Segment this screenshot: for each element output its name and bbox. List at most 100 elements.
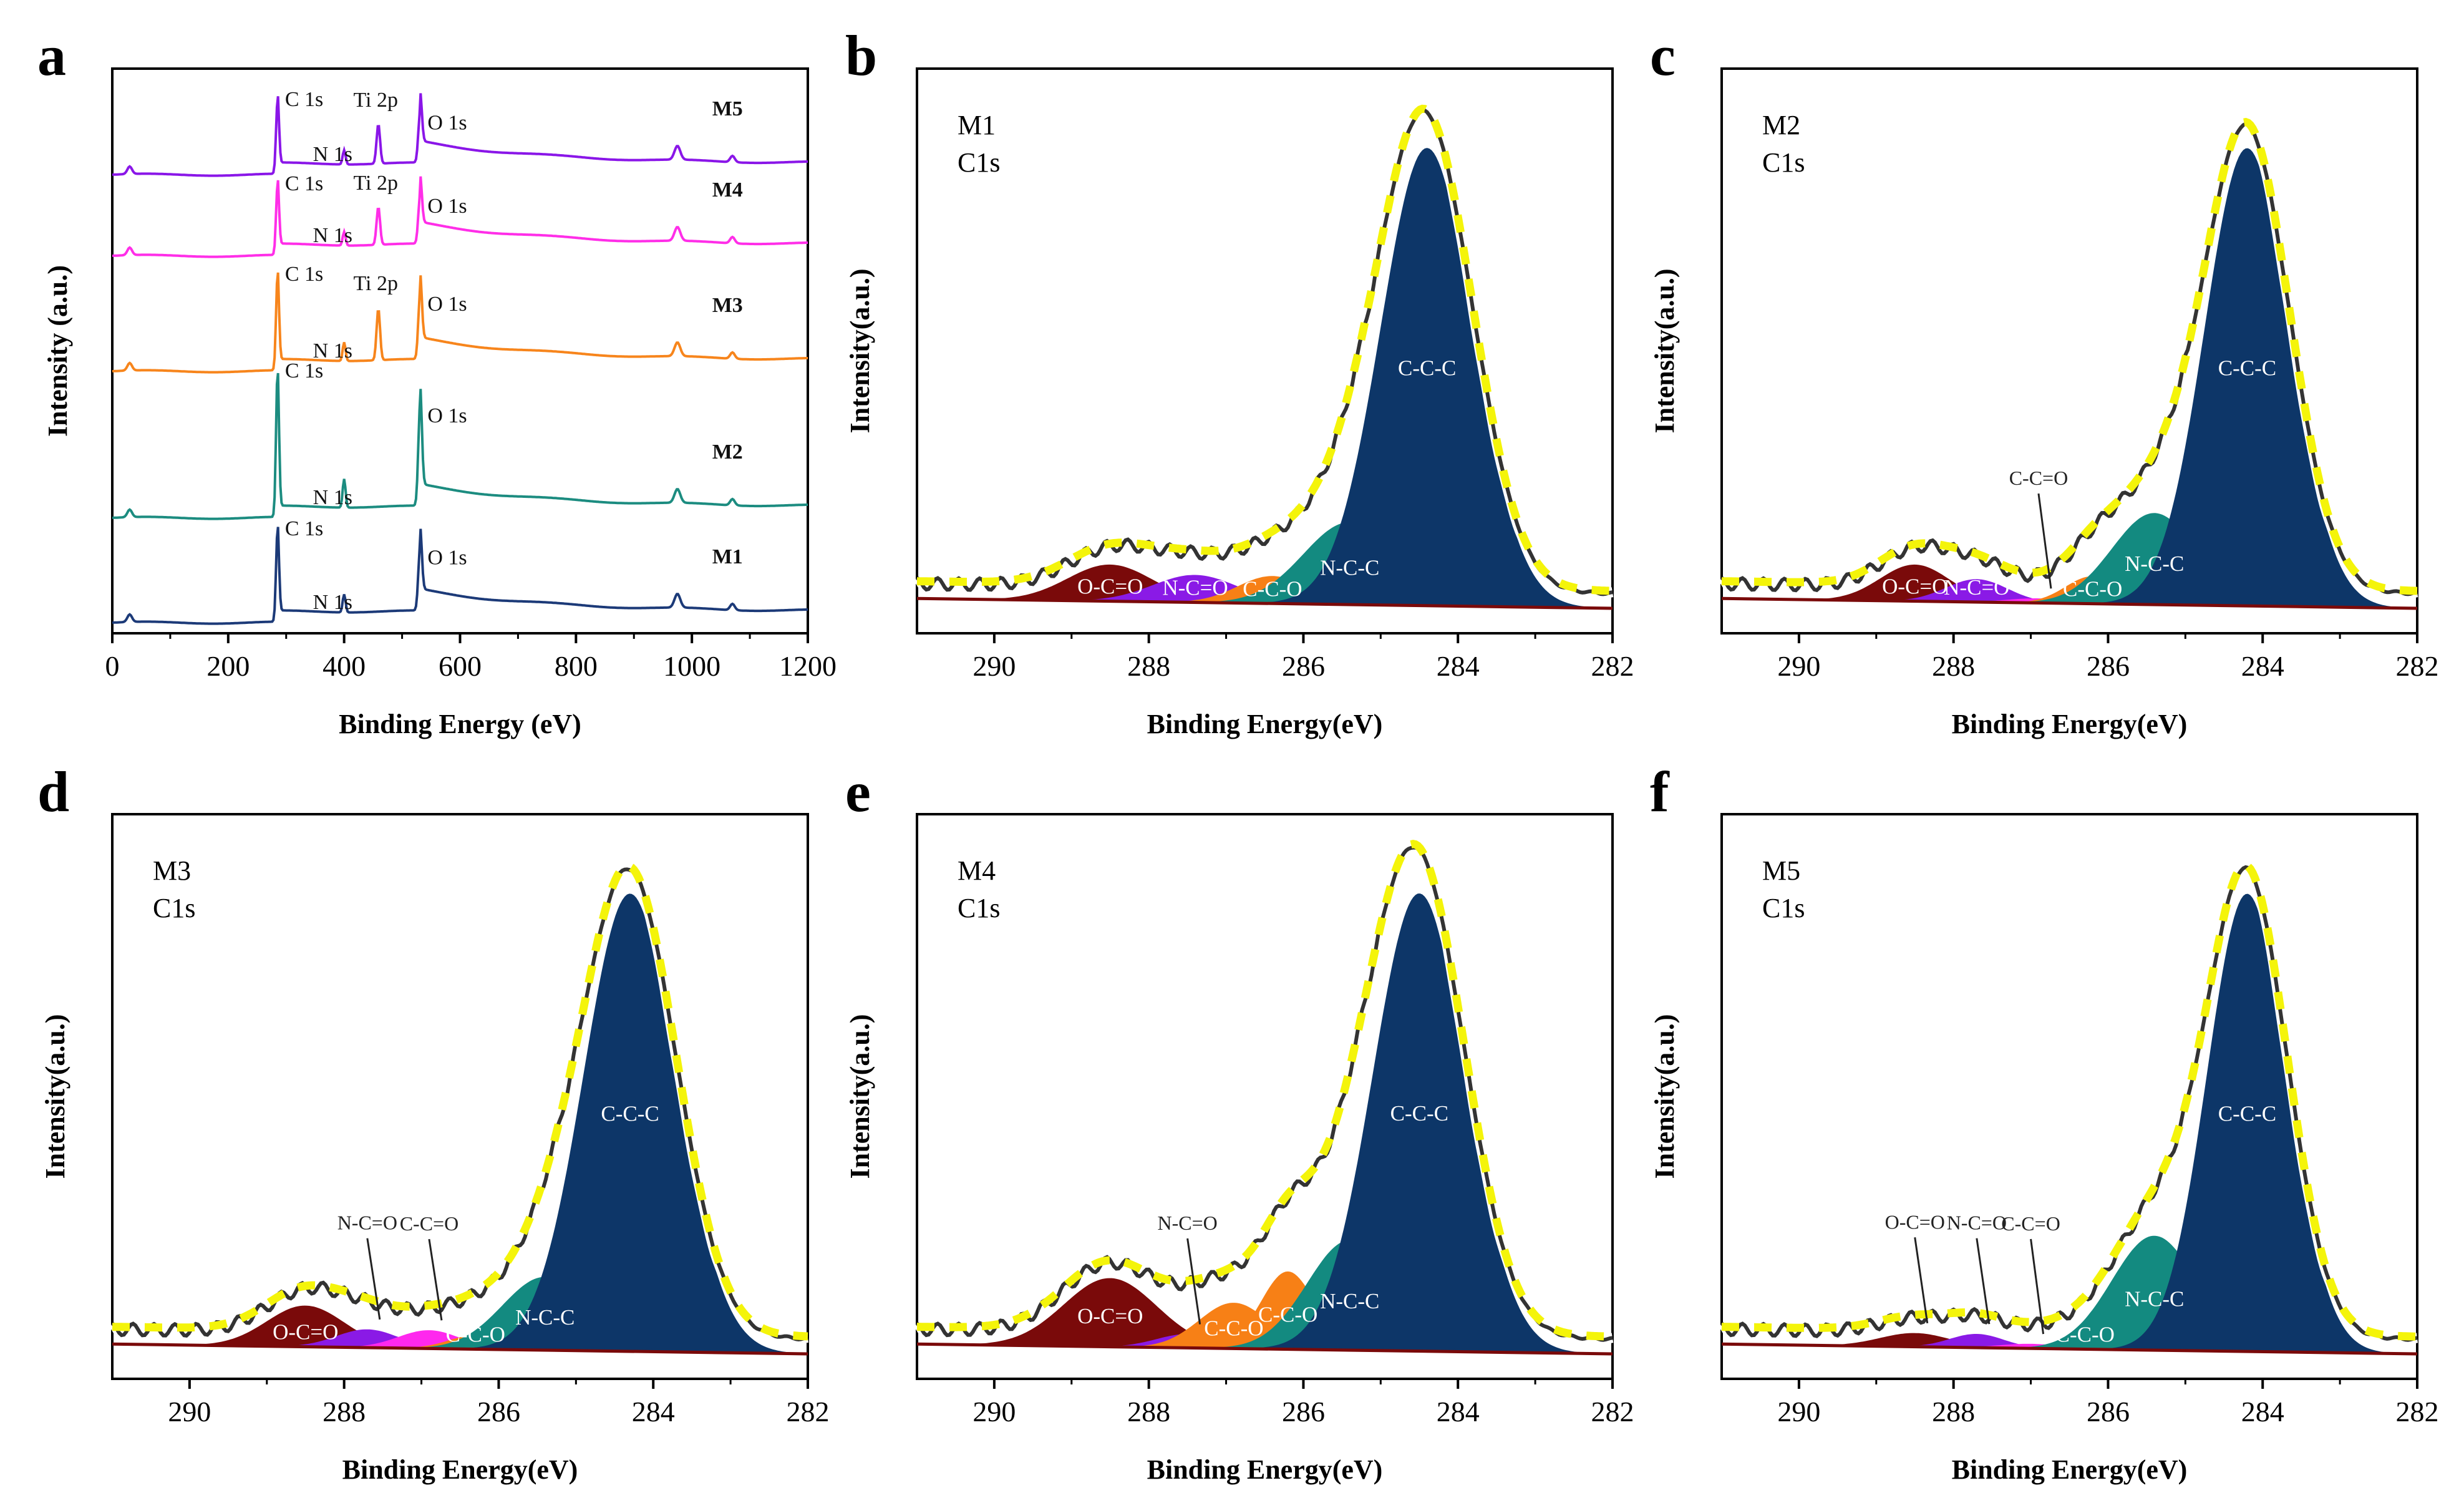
plot-frame xyxy=(916,813,1614,1380)
callout-line xyxy=(1914,1237,1929,1324)
peak-label-c-1s: C 1s xyxy=(285,263,323,286)
x-tick-label: 286 xyxy=(2087,650,2130,682)
peak-label-n-1s: N 1s xyxy=(313,339,352,362)
component-o-c=o xyxy=(1722,1333,2417,1354)
callout-line xyxy=(2030,1238,2045,1335)
component-label-c-c-c: C-C-C xyxy=(1390,1101,1448,1126)
raw-envelope xyxy=(1720,122,2418,596)
sample-label-M3: M3 xyxy=(712,294,743,317)
component-label-n-c-c: N-C-C xyxy=(1320,1289,1379,1313)
peak-label-o-1s: O 1s xyxy=(427,293,467,316)
panel-b: b O-C=O N-C=O C-C-O N-C-C C-C-C M1 C1s 290 288 286… xyxy=(845,24,1634,739)
x-tick-label: 286 xyxy=(1282,1396,1325,1427)
plot-frame xyxy=(916,67,1614,635)
x-tick-label: 288 xyxy=(323,1396,366,1427)
x-axis-title: Binding Energy(eV) xyxy=(1952,1454,2188,1485)
panel-f: f C-C-O N-C-C C-C-C O-C=O N-C=OC-C=O M5 C1s 290 2… xyxy=(1649,760,2439,1485)
y-axis-title: Intensity(a.u.) xyxy=(1649,268,1680,433)
x-tick-label: 400 xyxy=(323,650,366,682)
component-label-o-c=o: O-C=O xyxy=(1077,1304,1143,1328)
callout-line xyxy=(2037,493,2052,589)
survey-line-M3 xyxy=(112,272,808,374)
callout-label-n-c=o: N-C=O xyxy=(1157,1212,1217,1234)
y-axis-title: Intensity (a.u.) xyxy=(42,265,73,437)
x-tick-label: 282 xyxy=(1591,650,1634,682)
component-o-c=o xyxy=(112,1305,808,1354)
x-axis-title: Binding Energy (eV) xyxy=(339,709,581,739)
x-tick-label: 284 xyxy=(2241,650,2284,682)
component-c-c-c xyxy=(917,893,1613,1354)
component-label-c-c-o: C-C-O xyxy=(1204,1316,1263,1340)
x-tick-label: 286 xyxy=(2087,1396,2130,1427)
x-tick-label: 200 xyxy=(206,650,250,682)
callout-label-c-c=o: C-C=O xyxy=(400,1212,459,1235)
x-tick-label: 282 xyxy=(2396,1396,2439,1427)
x-tick-label: 290 xyxy=(1777,650,1820,682)
fit-curve xyxy=(916,104,1613,595)
component-label-n-c-c: N-C-C xyxy=(2125,1287,2184,1311)
component-label-c-c-o: C-C-O xyxy=(446,1322,505,1346)
component-label-o-c=o: O-C=O xyxy=(1077,575,1143,599)
component-label-n-c-c: N-C-C xyxy=(515,1305,575,1330)
callout-line xyxy=(366,1238,381,1320)
x-tick-label: 288 xyxy=(1932,1396,1975,1427)
component-label-c-c-c: C-C-C xyxy=(2218,1102,2276,1126)
survey-line-M1 xyxy=(112,527,808,625)
x-axis-title: Binding Energy(eV) xyxy=(1147,709,1383,739)
peak-label-n-1s: N 1s xyxy=(313,143,352,166)
component-label-c-c-c: C-C-C xyxy=(2218,356,2276,381)
peak-label-n-1s: N 1s xyxy=(313,591,352,614)
sample-label-M5: M5 xyxy=(712,97,743,120)
survey-line-M4 xyxy=(112,176,808,258)
core-level-label: C1s xyxy=(1762,147,1805,178)
y-axis-title: Intensity(a.u.) xyxy=(1649,1014,1680,1179)
survey-line-M5 xyxy=(112,93,808,177)
panel-letter-e: e xyxy=(845,760,871,824)
peak-label-n-1s: N 1s xyxy=(313,224,352,247)
peak-label-c-1s: C 1s xyxy=(285,88,323,111)
x-tick-label: 284 xyxy=(1437,650,1480,682)
peak-label-n-1s: N 1s xyxy=(313,486,352,509)
fit-curve xyxy=(1721,117,2418,595)
panel-c: c O-C=ON-C=O C-C-ON-C-C C-C-C C-C=O M2 C1s 290 2… xyxy=(1649,24,2439,739)
fit-curve xyxy=(112,862,808,1341)
x-tick-label: 282 xyxy=(787,1396,830,1427)
callout-label-c-c=o: C-C=O xyxy=(2009,467,2069,489)
panel-letter-c: c xyxy=(1650,24,1676,87)
sample-label-M1: M1 xyxy=(712,545,743,568)
component-label-c-c-c: C-C-C xyxy=(601,1101,659,1126)
sample-label: M4 xyxy=(958,855,996,886)
x-tick-label: 1000 xyxy=(663,650,720,682)
component-label-n-c=o: N-C=O xyxy=(1944,575,2009,600)
fit-curve xyxy=(917,840,1613,1341)
callout-label-o-c=o: O-C=O xyxy=(1885,1210,1945,1233)
peak-label-c-1s: C 1s xyxy=(285,517,323,540)
component-c-c-c xyxy=(917,148,1613,609)
core-level-label: C1s xyxy=(958,893,1000,923)
callout-label-c-c=o: C-C=O xyxy=(2001,1212,2060,1235)
sample-label: M5 xyxy=(1762,855,1800,886)
component-c-c-o xyxy=(917,1271,1613,1354)
component-label-n-c-c: N-C-C xyxy=(2125,552,2184,576)
sample-label: M2 xyxy=(1762,110,1800,140)
baseline xyxy=(916,596,1613,610)
x-tick-label: 290 xyxy=(168,1396,211,1427)
raw-envelope xyxy=(111,867,808,1342)
component-label-c-c-c: C-C-C xyxy=(1398,356,1456,380)
panel-letter-a: a xyxy=(37,24,66,87)
x-tick-label: 282 xyxy=(1591,1396,1634,1427)
callout-label-n-c=o: N-C=O xyxy=(337,1212,397,1234)
x-tick-label: 290 xyxy=(1777,1396,1820,1427)
peak-label-o-1s: O 1s xyxy=(427,195,467,218)
component-label-o-c=o: O-C=O xyxy=(273,1320,338,1345)
x-tick-label: 800 xyxy=(555,650,598,682)
component-c-c-c xyxy=(1722,893,2417,1354)
y-axis-title: Intensity(a.u.) xyxy=(845,1014,875,1179)
component-c-c-c xyxy=(112,893,808,1354)
peak-label-ti-2p: Ti 2p xyxy=(353,172,398,195)
sample-label-M4: M4 xyxy=(712,178,743,202)
sample-label: M1 xyxy=(958,110,996,140)
x-tick-label: 600 xyxy=(439,650,482,682)
